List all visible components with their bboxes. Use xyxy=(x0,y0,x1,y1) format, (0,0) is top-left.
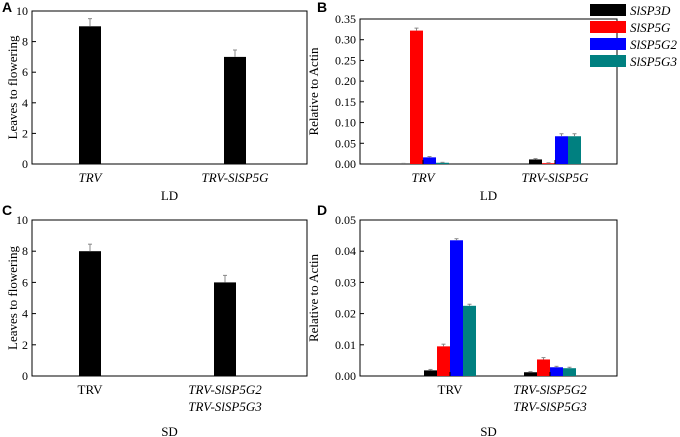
bar xyxy=(436,162,449,164)
bar xyxy=(224,56,246,164)
y-tick-label: 0.00 xyxy=(335,157,356,171)
y-tick-label: 2 xyxy=(22,126,28,140)
bar xyxy=(463,305,476,376)
x-axis-label: LD xyxy=(161,188,178,203)
x-category-label: TRV-SlSP5G2 xyxy=(513,382,587,397)
x-axis-label: LD xyxy=(480,188,497,203)
plot-frame xyxy=(31,219,308,377)
y-tick-label: 10 xyxy=(16,4,28,18)
legend-swatch xyxy=(590,21,626,33)
y-tick-label: 6 xyxy=(22,65,28,79)
x-category-label: TRV xyxy=(438,382,464,397)
plot-frame xyxy=(359,18,618,165)
y-tick-label: 0.25 xyxy=(335,53,356,67)
bar xyxy=(537,359,550,376)
legend-swatch xyxy=(590,55,626,67)
y-tick-label: 0 xyxy=(22,369,28,383)
bar xyxy=(79,251,101,376)
y-tick-label: 0.00 xyxy=(335,369,356,383)
chart-panel-D: D 0.00 0.01 0.02 0.03 0.04 0.05 Relative to Act… xyxy=(306,202,618,437)
y-tick-label: 0 xyxy=(22,157,28,171)
y-tick-label: 8 xyxy=(22,244,28,258)
x-axis-label: SD xyxy=(480,424,497,437)
y-tick-label: 0.10 xyxy=(335,116,356,130)
panel-label: C xyxy=(2,202,12,218)
bar xyxy=(79,26,101,164)
x-category-label: TRV xyxy=(78,382,104,397)
bar xyxy=(424,370,437,376)
legend-label: SlSP5G xyxy=(630,20,671,35)
y-tick-label: 8 xyxy=(22,35,28,49)
chart-panel-A: A 0 2 4 6 8 10 Leaves to flowering TRV TRV-SlSP5G… xyxy=(2,0,308,203)
x-category-label: TRV-SlSP5G xyxy=(202,170,270,185)
y-tick-label: 0.02 xyxy=(335,307,356,321)
legend-label: SlSP3D xyxy=(630,3,671,18)
legend-label: SlSP5G2 xyxy=(630,37,677,52)
panel-label: D xyxy=(317,202,327,218)
y-tick-label: 0.05 xyxy=(335,136,356,150)
y-tick-label: 0.20 xyxy=(335,74,356,88)
bar xyxy=(555,136,568,164)
y-tick-label: 6 xyxy=(22,275,28,289)
legend-swatch xyxy=(590,38,626,50)
bar xyxy=(563,368,576,376)
bar xyxy=(450,240,463,376)
y-tick-label: 2 xyxy=(22,338,28,352)
y-tick-label: 4 xyxy=(22,307,28,321)
y-tick-label: 0.35 xyxy=(335,12,356,26)
x-category-label: TRV-SlSP5G xyxy=(522,170,590,185)
chart-panel-C: C 0 2 4 6 8 10 Leaves to flowering TRV TRV-SlSP5G… xyxy=(2,202,308,437)
panel-label: A xyxy=(2,0,12,15)
bar xyxy=(437,346,450,376)
y-axis-label: Relative to Actin xyxy=(306,47,321,136)
y-axis-label: Leaves to flowering xyxy=(5,246,20,350)
bar xyxy=(568,136,581,164)
x-category-label: TRV xyxy=(79,170,104,185)
bar xyxy=(550,367,563,376)
y-tick-label: 0.01 xyxy=(335,338,356,352)
bar xyxy=(542,163,555,164)
x-category-label: TRV-SlSP5G3 xyxy=(513,399,587,414)
x-category-label: TRV-SlSP5G3 xyxy=(188,399,262,414)
x-category-label: TRV xyxy=(412,170,437,185)
y-tick-label: 0.03 xyxy=(335,275,356,289)
plot-frame xyxy=(359,219,618,377)
x-category-label: TRV-SlSP5G2 xyxy=(188,382,262,397)
legend-swatch xyxy=(590,4,626,16)
bar xyxy=(410,30,423,164)
bar xyxy=(524,372,537,376)
x-axis-label: SD xyxy=(161,424,178,437)
bar xyxy=(529,159,542,164)
chart-panel-B: B 0.00 0.05 0.10 0.15 0.20 0.25 0.30 0.35 Relativ… xyxy=(306,0,677,203)
plot-frame xyxy=(31,10,308,165)
legend-label: SlSP5G3 xyxy=(630,54,677,69)
y-tick-label: 0.30 xyxy=(335,33,356,47)
panel-label: B xyxy=(317,0,327,15)
bar xyxy=(423,157,436,164)
y-axis-label: Leaves to flowering xyxy=(5,35,20,139)
y-tick-label: 10 xyxy=(16,213,28,227)
y-tick-label: 0.05 xyxy=(335,213,356,227)
y-tick-label: 0.15 xyxy=(335,95,356,109)
y-axis-label: Relative to Actin xyxy=(306,253,321,342)
bar xyxy=(397,163,410,165)
bar xyxy=(214,282,236,376)
y-tick-label: 0.04 xyxy=(335,244,356,258)
y-tick-label: 4 xyxy=(22,96,28,110)
